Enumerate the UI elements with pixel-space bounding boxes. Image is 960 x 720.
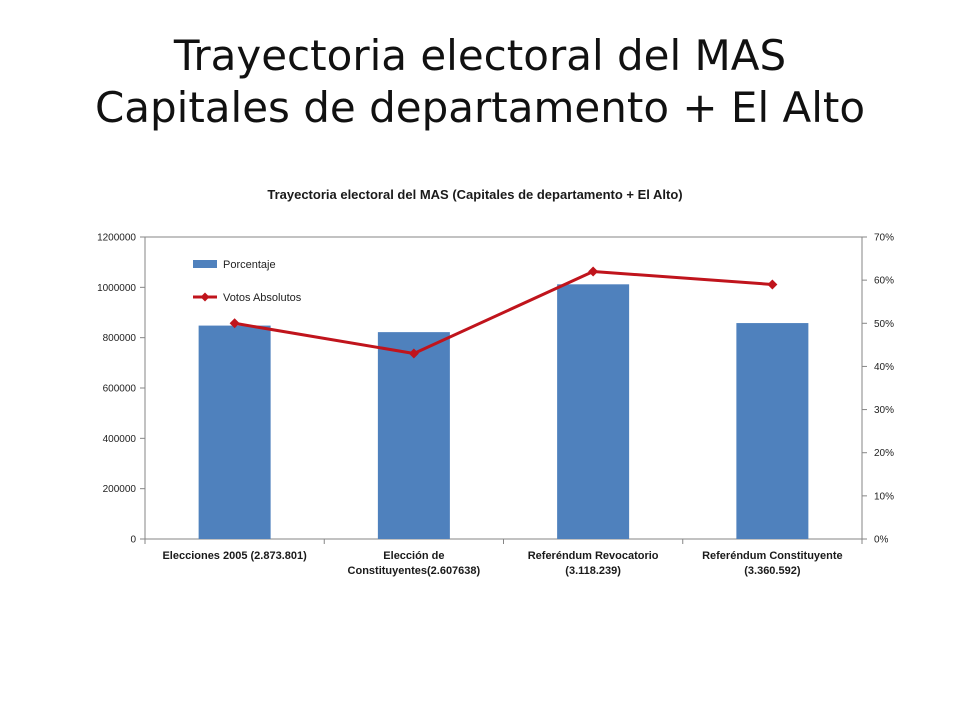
data-point-marker	[408, 348, 419, 359]
left-axis-tick-label: 1000000	[97, 283, 136, 294]
chart-legend: Porcentaje Votos Absolutos	[193, 259, 302, 304]
right-axis-tick-label: 60%	[874, 276, 894, 287]
category-label-line: Referéndum Constituyente	[702, 550, 843, 562]
category-label: Referéndum Constituyente (3.360.592)	[702, 550, 843, 577]
bar-series	[198, 284, 809, 539]
right-axis-tick-label: 30%	[874, 405, 894, 416]
bar	[377, 332, 450, 539]
right-axis-tick-label: 40%	[874, 362, 894, 373]
category-label: Elecciones 2005 (2.873.801)	[162, 550, 307, 562]
axis-labels: 0 200000 400000 600000 800000 1000000 1200000 0…	[97, 233, 894, 578]
category-label-line: (3.118.239)	[565, 565, 621, 577]
left-axis-tick-label: 400000	[103, 434, 137, 445]
right-axis-tick-label: 0%	[874, 535, 889, 546]
left-axis-tick-label: 0	[130, 535, 136, 546]
category-label-line: Elección de	[383, 550, 444, 562]
chart-title: Trayectoria electoral del MAS (Capitales…	[267, 187, 682, 202]
category-label: Elección de Constituyentes(2.607638)	[348, 550, 481, 577]
left-axis-tick-label: 1200000	[97, 233, 136, 244]
data-point-marker	[767, 279, 778, 290]
slide-title-line-2: Capitales de departamento + El Alto	[94, 83, 866, 132]
bar	[557, 284, 630, 539]
right-axis-tick-label: 20%	[874, 448, 894, 459]
category-label: Referéndum Revocatorio (3.118.239)	[528, 550, 659, 577]
left-axis-tick-label: 800000	[103, 333, 137, 344]
series-line	[234, 270, 773, 355]
right-axis-tick-label: 70%	[874, 233, 894, 244]
bar	[198, 325, 271, 539]
category-label-line: (3.360.592)	[744, 565, 801, 577]
category-label-line: Referéndum Revocatorio	[528, 550, 659, 562]
data-point-marker	[229, 318, 240, 329]
right-axis-tick-label: 10%	[874, 491, 894, 502]
left-axis-tick-label: 200000	[103, 484, 137, 495]
slide-title-line-1: Trayectoria electoral del MAS	[173, 31, 787, 80]
left-axis-tick-label: 600000	[103, 384, 137, 395]
bar	[736, 323, 809, 539]
slide-title: Trayectoria electoral del MAS Capitales …	[0, 30, 960, 134]
category-label-line: Elecciones 2005 (2.873.801)	[162, 550, 307, 562]
line-series	[229, 266, 778, 359]
legend-marker-votos-absolutos	[200, 292, 210, 302]
category-label-line: Constituyentes(2.607638)	[348, 565, 481, 577]
right-axis-tick-label: 50%	[874, 319, 894, 330]
legend-label-votos-absolutos: Votos Absolutos	[223, 292, 302, 304]
data-point-marker	[588, 266, 599, 277]
chart-axes	[140, 236, 867, 544]
legend-label-porcentaje: Porcentaje	[223, 259, 276, 271]
legend-swatch-porcentaje	[193, 260, 217, 268]
